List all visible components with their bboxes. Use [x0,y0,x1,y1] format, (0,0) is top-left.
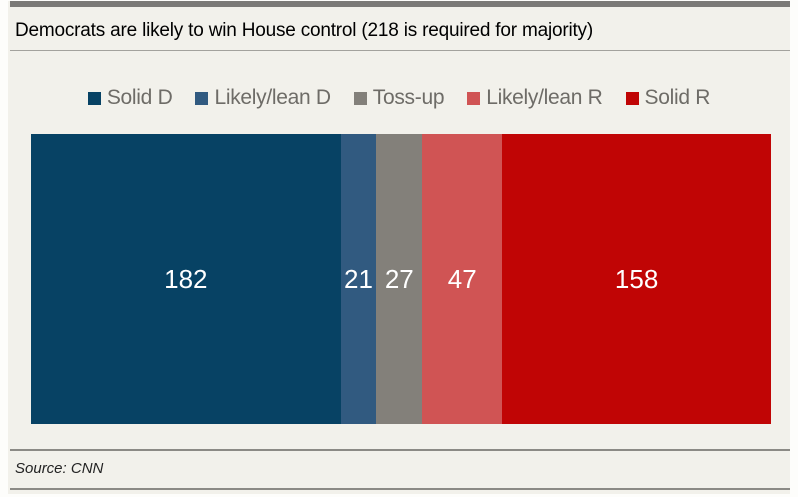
source-divider-top [10,449,790,451]
source-note: Source: CNN [15,460,104,477]
legend-swatch-icon [353,91,367,105]
bar-segment-likely-lean-r: 47 [422,134,503,424]
legend-swatch-icon [87,91,101,105]
chart-title: Democrats are likely to win House contro… [15,20,593,41]
legend-label: Likely/lean D [214,86,331,109]
source-divider-bottom [10,488,790,490]
chart-legend: Solid D Likely/lean D Toss-up Likely/lean R… [8,86,790,110]
legend-label: Solid D [106,86,173,109]
chart-panel: Democrats are likely to win House contro… [8,1,790,494]
bar-segment-value: 158 [614,264,659,294]
bar-segment-solid-d: 182 [31,134,341,424]
bar-segment-toss-up: 27 [376,134,423,424]
legend-item-toss-up: Toss-up [353,86,445,110]
legend-swatch-icon [625,91,639,105]
legend-item-solid-r: Solid R [625,86,711,110]
legend-swatch-icon [467,91,481,105]
legend-item-likely-lean-r: Likely/lean R [467,86,603,110]
bar-segment-solid-r: 158 [502,134,771,424]
legend-swatch-icon [195,91,209,105]
title-divider [10,50,790,51]
bar-segment-likely-lean-d: 21 [340,134,377,424]
bar-segment-value: 182 [164,264,208,294]
legend-label: Solid R [644,86,711,109]
legend-label: Likely/lean R [486,86,603,109]
bar-segment-value: 21 [344,264,373,294]
bar-segment-value: 47 [447,264,477,294]
bar-segment-value: 27 [384,264,414,294]
stacked-bar-chart: 182 21 27 47 158 [31,134,771,424]
legend-item-likely-lean-d: Likely/lean D [195,86,331,110]
legend-label: Toss-up [372,86,445,109]
top-accent-bar [10,1,790,7]
legend-item-solid-d: Solid D [87,86,173,110]
